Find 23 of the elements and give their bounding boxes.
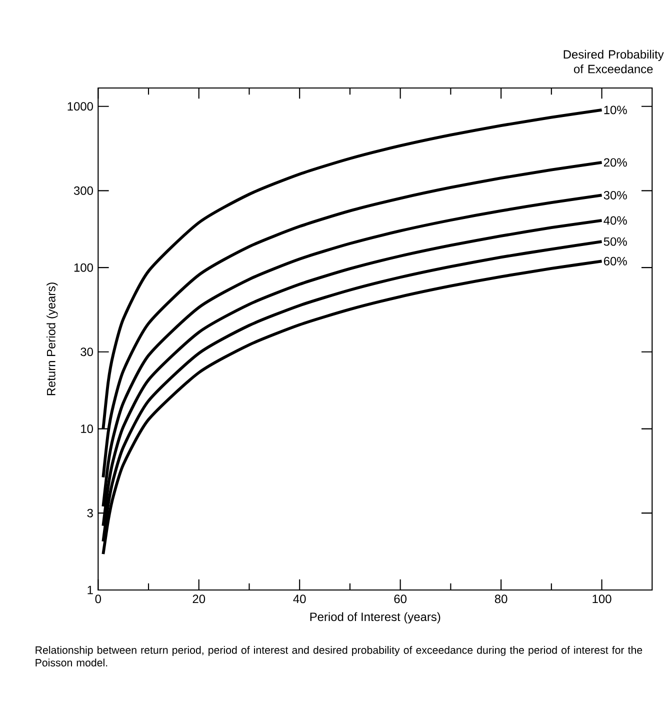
- legend-label: 30%: [604, 191, 627, 200]
- legend-label: 10%: [604, 106, 627, 114]
- legend-title: Desired Probability of Exceedance: [564, 50, 664, 74]
- x-tick-label: 100: [592, 594, 612, 604]
- x-tick-label: 60: [394, 594, 406, 604]
- series-label: 20%: [604, 158, 627, 167]
- series-label: 40%: [604, 216, 627, 225]
- y-tick-label: 100: [74, 263, 93, 272]
- y-tick-label: 1: [88, 586, 93, 594]
- x-tick-label: 20: [192, 594, 205, 604]
- y-tick-label: 300: [74, 186, 93, 195]
- x-tick-label: 0: [95, 594, 101, 604]
- y-axis-title: Return Period (years): [46, 282, 58, 396]
- legend-label: 60%: [604, 256, 627, 266]
- y-tick-label: 10: [81, 424, 93, 434]
- x-tick-label: 40: [293, 594, 306, 604]
- y-tick-label: 30: [80, 348, 93, 356]
- y-tick-label: 3: [87, 508, 93, 518]
- x-tick-label: 80: [494, 594, 508, 604]
- x-axis-title: Period of Interest (years): [310, 612, 440, 624]
- series-label: 50%: [604, 237, 627, 246]
- y-tick-label: 1000: [68, 102, 93, 111]
- text: Relationship between return period, period of interest and desired probability of exceedance during the period of interest for the Poisson model.: [36, 646, 642, 666]
